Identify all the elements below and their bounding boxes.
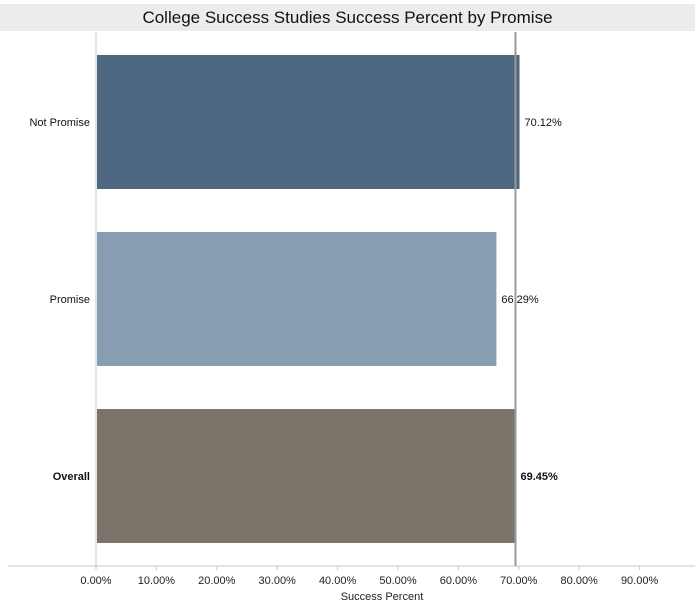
x-tick-label: 70.00% [500,575,538,587]
x-tick-label: 20.00% [198,575,236,587]
x-axis-title: Success Percent [341,591,424,603]
category-label: Promise [50,294,90,306]
x-tick-label: 0.00% [80,575,111,587]
category-label: Not Promise [29,117,90,129]
bar-overall [97,409,516,543]
x-tick-label: 40.00% [319,575,357,587]
value-label: 69.45% [520,471,558,483]
bar-promise [97,232,497,366]
x-tick-label: 60.00% [440,575,478,587]
x-tick-label: 30.00% [259,575,297,587]
x-tick-label: 50.00% [379,575,417,587]
x-tick-label: 80.00% [561,575,599,587]
chart-title: College Success Studies Success Percent … [142,7,553,27]
bar-not-promise [97,55,520,189]
chart-title-bar: College Success Studies Success Percent … [0,4,695,31]
value-label: 70.12% [525,117,563,129]
x-tick-label: 90.00% [621,575,659,587]
value-label: 66.29% [501,294,539,306]
x-tick-label: 10.00% [138,575,176,587]
category-label: Overall [53,471,90,483]
